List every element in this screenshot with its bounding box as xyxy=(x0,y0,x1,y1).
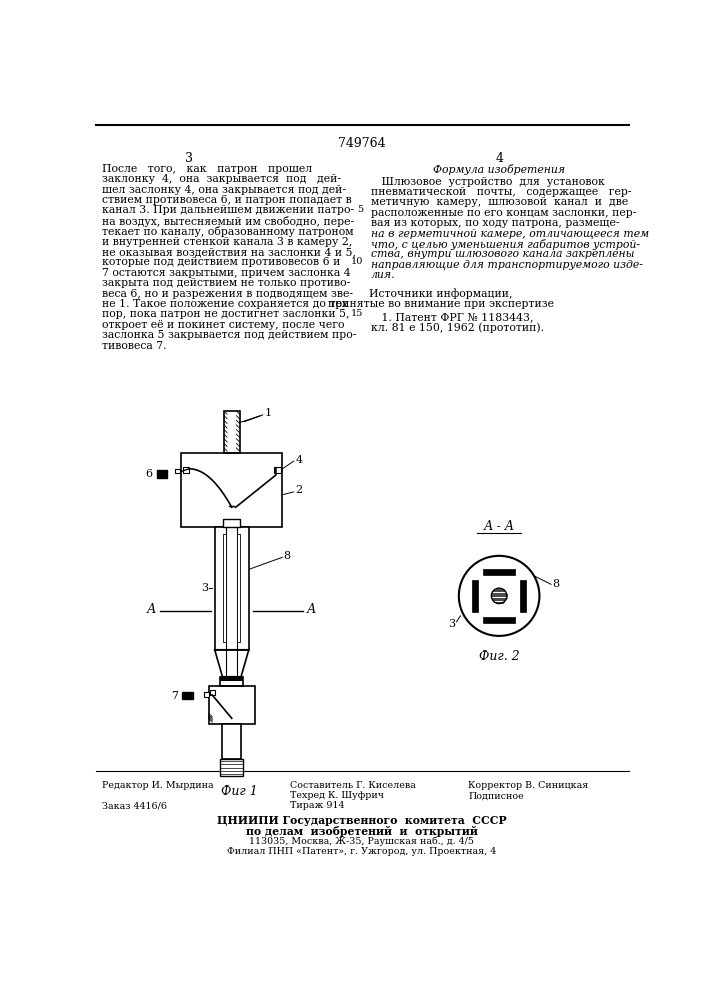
Bar xyxy=(224,411,240,453)
Bar xyxy=(209,686,255,724)
Text: 749764: 749764 xyxy=(338,137,386,150)
Bar xyxy=(223,724,241,759)
Bar xyxy=(520,580,526,612)
Bar xyxy=(220,677,243,686)
Circle shape xyxy=(491,588,507,604)
Text: 2: 2 xyxy=(296,485,303,495)
Text: принятые во внимание при экспертизе: принятые во внимание при экспертизе xyxy=(328,299,554,309)
Text: закрыта под действием не только противо-: закрыта под действием не только противо- xyxy=(103,278,351,288)
Text: расположенные по его концам заслонки, пер-: расположенные по его концам заслонки, пе… xyxy=(371,208,636,218)
Bar xyxy=(156,470,168,478)
Text: метичную  камеру,  шлюзовой  канал  и  две: метичную камеру, шлюзовой канал и две xyxy=(371,197,629,207)
Text: 1: 1 xyxy=(264,408,271,418)
Text: Корректор В. Синицкая: Корректор В. Синицкая xyxy=(468,781,588,790)
Bar xyxy=(274,467,281,473)
Text: 6: 6 xyxy=(146,469,153,479)
Text: заслонка 5 закрывается под действием про-: заслонка 5 закрывается под действием про… xyxy=(103,330,357,340)
Bar xyxy=(210,690,216,695)
Bar xyxy=(183,467,189,473)
Text: 3: 3 xyxy=(185,152,193,165)
Text: текает по каналу, образованному патроном: текает по каналу, образованному патроном xyxy=(103,226,354,237)
Text: Шлюзовое  устройство  для  установок: Шлюзовое устройство для установок xyxy=(371,177,605,187)
Text: на воздух, вытесняемый им свободно, пере-: на воздух, вытесняемый им свободно, пере… xyxy=(103,216,354,227)
Text: 1. Патент ФРГ № 1183443,: 1. Патент ФРГ № 1183443, xyxy=(371,312,534,322)
Text: 8: 8 xyxy=(284,551,291,561)
Text: откроет её и покинет систему, после чего: откроет её и покинет систему, после чего xyxy=(103,320,345,330)
Text: не 1. Такое положение сохраняется до тех: не 1. Такое положение сохраняется до тех xyxy=(103,299,349,309)
Text: 3: 3 xyxy=(201,583,209,593)
Text: А: А xyxy=(147,603,156,616)
Text: Редактор И. Мырдина: Редактор И. Мырдина xyxy=(103,781,214,790)
Bar xyxy=(237,534,240,642)
Text: и внутренней стенкой канала 3 в камеру 2,: и внутренней стенкой канала 3 в камеру 2… xyxy=(103,237,353,247)
Circle shape xyxy=(459,556,539,636)
Text: 7 остаются закрытыми, причем заслонка 4: 7 остаются закрытыми, причем заслонка 4 xyxy=(103,268,351,278)
Text: пневматической   почты,   содержащее   гер-: пневматической почты, содержащее гер- xyxy=(371,187,632,197)
Text: ЦНИИПИ Государственного  комитета  СССР: ЦНИИПИ Государственного комитета СССР xyxy=(217,815,507,826)
Text: Тираж 914: Тираж 914 xyxy=(290,801,344,810)
Bar xyxy=(175,469,180,473)
Text: 113035, Москва, Ж-35, Раушская наб., д. 4/5: 113035, Москва, Ж-35, Раушская наб., д. … xyxy=(250,837,474,846)
Text: Заказ 4416/6: Заказ 4416/6 xyxy=(103,801,168,810)
Bar xyxy=(483,569,515,575)
Text: которые под действием противовесов 6 и: которые под действием противовесов 6 и xyxy=(103,257,341,267)
Text: на в герметичной камере, отличающееся тем: на в герметичной камере, отличающееся те… xyxy=(371,229,649,239)
Text: А: А xyxy=(307,603,317,616)
Text: 3: 3 xyxy=(448,619,455,629)
Text: 8: 8 xyxy=(553,579,560,589)
Text: 4: 4 xyxy=(495,152,503,165)
Text: А - А: А - А xyxy=(484,520,515,533)
Polygon shape xyxy=(215,650,249,677)
Text: Составитель Г. Киселева: Составитель Г. Киселева xyxy=(290,781,416,790)
Text: веса 6, но и разрежения в подводящем зве-: веса 6, но и разрежения в подводящем зве… xyxy=(103,289,354,299)
Bar xyxy=(182,453,282,527)
Text: заклонку  4,  она  закрывается  под   дей-: заклонку 4, она закрывается под дей- xyxy=(103,174,341,184)
Text: шел заслонку 4, она закрывается под дей-: шел заслонку 4, она закрывается под дей- xyxy=(103,185,346,195)
Text: 5: 5 xyxy=(224,740,231,750)
Text: Источники информации,: Источники информации, xyxy=(369,288,513,299)
Text: канал 3. При дальнейшем движении патро-: канал 3. При дальнейшем движении патро- xyxy=(103,205,354,215)
Text: Фиг 1: Фиг 1 xyxy=(221,785,258,798)
Text: Филиал ПНП «Патент», г. Ужгород, ул. Проектная, 4: Филиал ПНП «Патент», г. Ужгород, ул. Про… xyxy=(228,847,496,856)
Text: Подписное: Подписное xyxy=(468,791,524,800)
Text: по делам  изобретений  и  открытий: по делам изобретений и открытий xyxy=(246,826,478,837)
Text: кл. 81 е 150, 1962 (прототип).: кл. 81 е 150, 1962 (прототип). xyxy=(371,323,544,333)
Text: После   того,   как   патрон   прошел: После того, как патрон прошел xyxy=(103,164,312,174)
Bar xyxy=(215,527,249,650)
Bar xyxy=(182,692,193,699)
Bar xyxy=(223,534,226,642)
Text: что, с целью уменьшения габаритов устрой-: что, с целью уменьшения габаритов устрой… xyxy=(371,239,641,250)
Text: вая из которых, по ходу патрона, размеще-: вая из которых, по ходу патрона, размеще… xyxy=(371,218,620,228)
Text: ства, внутри шлюзового канала закреплены: ства, внутри шлюзового канала закреплены xyxy=(371,249,635,259)
Text: пор, пока патрон не достигнет заслонки 5,: пор, пока патрон не достигнет заслонки 5… xyxy=(103,309,350,319)
Bar xyxy=(220,677,243,681)
Text: Фиг. 2: Фиг. 2 xyxy=(479,650,520,663)
Text: 4: 4 xyxy=(296,455,303,465)
Text: ствием противовеса 6, и патрон попадает в: ствием противовеса 6, и патрон попадает … xyxy=(103,195,352,205)
Text: 10: 10 xyxy=(351,257,363,266)
Text: тивовеса 7.: тивовеса 7. xyxy=(103,341,167,351)
Bar xyxy=(483,617,515,623)
Text: 15: 15 xyxy=(351,309,363,318)
Text: направляющие для транспортируемого изде-: направляющие для транспортируемого изде- xyxy=(371,260,643,270)
Bar xyxy=(472,580,478,612)
Text: лия.: лия. xyxy=(371,270,396,280)
Bar xyxy=(223,519,240,527)
Text: Техред К. Шуфрич: Техред К. Шуфрич xyxy=(290,791,384,800)
Text: Формула изобретения: Формула изобретения xyxy=(433,164,565,175)
Bar xyxy=(204,692,209,697)
Text: 7: 7 xyxy=(171,691,178,701)
Text: не оказывая воздействия на заслонки 4 и 5,: не оказывая воздействия на заслонки 4 и … xyxy=(103,247,356,257)
Text: 5: 5 xyxy=(357,205,363,214)
Bar xyxy=(220,759,243,776)
